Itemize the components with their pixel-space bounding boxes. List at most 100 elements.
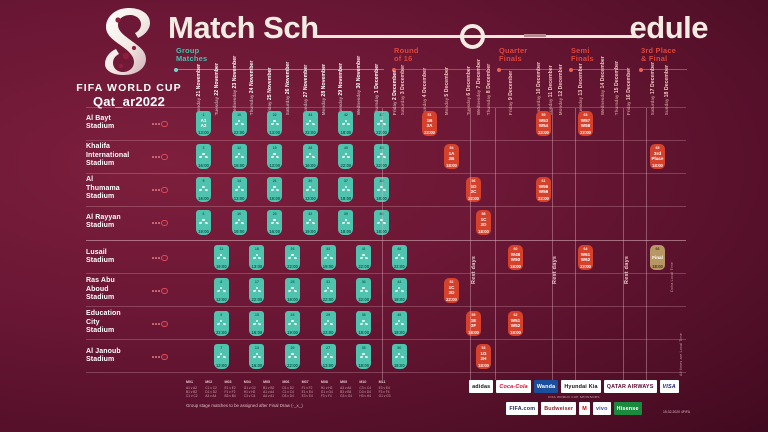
match-card-44[interactable]: 44 18:00 xyxy=(391,278,407,303)
match-card-48[interactable]: 48 22:00 xyxy=(391,245,407,270)
stadium-label-4[interactable]: Al Rayyan Stadium xyxy=(86,214,148,231)
match-card-30[interactable]: 30 13:00 xyxy=(302,177,318,202)
match-card-46[interactable]: 46 18:00 xyxy=(374,210,389,235)
match-kickoff-time: 22:00 xyxy=(233,129,245,135)
match-card-37[interactable]: 37 18:00 xyxy=(338,177,354,202)
match-card-19[interactable]: 19 13:00 xyxy=(267,144,283,169)
team-placeholder-icon xyxy=(359,353,368,359)
date-column-date: 25 November xyxy=(266,67,273,100)
match-card-13[interactable]: 13 16:00 xyxy=(249,344,265,369)
match-card-28[interactable]: 28 16:00 xyxy=(302,144,318,169)
match-card-32[interactable]: 32 19:00 xyxy=(302,210,318,235)
match-card-60[interactable]: 60 W49 W50 18:00 xyxy=(508,245,523,270)
match-card-59[interactable]: 59 W53 W54 22:00 xyxy=(536,111,551,136)
match-number: 47 xyxy=(379,112,384,117)
match-card-47[interactable]: 47 22:00 xyxy=(374,111,389,136)
match-card-1[interactable]: 1 A1 A2 13:00 xyxy=(196,111,211,136)
sponsor-logo-fifa-com: FIFA.com xyxy=(506,402,539,415)
stadium-label-2[interactable]: Khalifa International Stadium xyxy=(86,143,148,168)
match-kickoff-time: 18:00 xyxy=(652,162,663,168)
match-kickoff-time: 19:00 xyxy=(233,228,245,234)
stadium-name-line: Khalifa xyxy=(86,143,111,151)
match-card-64[interactable]: 64 W61 W62 22:00 xyxy=(578,245,593,270)
match-card-16[interactable]: 16 19:00 xyxy=(231,210,247,235)
match-teams xyxy=(232,117,247,130)
stadium-name-line: Al Bayt xyxy=(86,114,111,122)
match-card-23[interactable]: 23 16:00 xyxy=(267,210,283,235)
match-number: 64 xyxy=(583,246,588,251)
team-placeholder-icon xyxy=(288,320,297,326)
stadium-label-3[interactable]: Al Thumama Stadium xyxy=(86,176,148,201)
date-column-22: Monday 12 December xyxy=(558,64,570,115)
match-card-42[interactable]: 42 18:00 xyxy=(338,111,354,136)
match-card-40[interactable]: 40 22:00 xyxy=(338,144,354,169)
match-card-18[interactable]: 18 13:00 xyxy=(249,245,265,270)
match-number: 26 xyxy=(290,246,295,251)
match-card-24[interactable]: 24 19:00 xyxy=(285,311,300,336)
match-card-7[interactable]: 7 13:00 xyxy=(213,344,229,369)
match-card-58[interactable]: 58 1C 2D 18:00 xyxy=(476,210,491,235)
stadium-label-6[interactable]: Ras Abu Aboud Stadium xyxy=(86,277,148,302)
match-card-9[interactable]: 9 22:00 xyxy=(213,311,229,336)
match-card-26[interactable]: 26 22:00 xyxy=(285,245,300,270)
match-card-41[interactable]: 41 22:00 xyxy=(356,245,372,270)
team-placeholder-icon xyxy=(217,254,226,260)
date-column-date: 26 November xyxy=(284,61,291,95)
match-card-63[interactable]: 63 W57 W58 22:00 xyxy=(578,111,593,136)
match-card-33[interactable]: 33 19:00 xyxy=(320,245,336,270)
match-card-55[interactable]: 55 1E 2F 18:00 xyxy=(466,311,481,336)
match-card-45[interactable]: 45 22:00 xyxy=(374,144,389,169)
team-placeholder-icon xyxy=(217,320,226,326)
match-card-53[interactable]: 53 1G 2H 18:00 xyxy=(476,344,491,369)
match-card-22[interactable]: 22 13:00 xyxy=(267,111,283,136)
date-column-date: 7 December xyxy=(475,58,482,89)
match-card-27[interactable]: 27 13:00 xyxy=(320,344,336,369)
stadium-label-1[interactable]: Al Bayt Stadium xyxy=(86,115,148,132)
match-card-17[interactable]: 17 22:00 xyxy=(249,278,265,303)
match-kickoff-time: 22:00 xyxy=(393,263,405,269)
match-card-52[interactable]: 52 1C 2D 22:00 xyxy=(444,278,459,303)
stadium-name-line: City xyxy=(86,318,100,326)
match-card-8[interactable]: 8 13:00 xyxy=(213,278,229,303)
legend-column-M08: M08 H1 v H2 G1 v G4 F3 v F4 xyxy=(321,380,338,398)
match-card-31[interactable]: 31 22:00 xyxy=(320,278,336,303)
match-card-66[interactable]: 66 Final 18:00 xyxy=(650,245,665,270)
match-card-3[interactable]: 3 16:00 xyxy=(196,144,211,169)
match-teams xyxy=(303,183,318,196)
match-card-29[interactable]: 29 22:00 xyxy=(320,311,336,336)
match-card-20[interactable]: 20 22:00 xyxy=(285,344,300,369)
schedule-grid: Al Bayt Stadium Khalifa International Stadiu… xyxy=(86,107,686,380)
match-number: 62 xyxy=(513,312,518,317)
match-card-39[interactable]: 39 18:00 xyxy=(338,210,354,235)
match-card-6[interactable]: 6 19:00 xyxy=(196,210,211,235)
match-card-12[interactable]: 12 16:00 xyxy=(231,144,247,169)
match-card-36[interactable]: 36 22:00 xyxy=(356,278,372,303)
match-card-11[interactable]: 11 19:00 xyxy=(213,245,229,270)
match-card-51[interactable]: 51 1B 2A 22:00 xyxy=(422,111,437,136)
match-card-5[interactable]: 5 16:00 xyxy=(196,177,211,202)
stadium-label-5[interactable]: Lusail Stadium xyxy=(86,249,148,266)
match-card-65[interactable]: 65 3rd Place 18:00 xyxy=(650,144,665,169)
match-card-61[interactable]: 61 W55 W56 22:00 xyxy=(536,177,551,202)
team-placeholder-icon xyxy=(395,320,404,326)
match-teams xyxy=(196,216,211,229)
stadium-label-7[interactable]: Education City Stadium xyxy=(86,310,148,335)
match-card-35[interactable]: 35 18:00 xyxy=(356,344,372,369)
match-card-49[interactable]: 49 18:00 xyxy=(391,311,407,336)
team-placeholder-icon xyxy=(199,219,208,225)
match-card-43[interactable]: 43 18:00 xyxy=(374,177,389,202)
match-card-38[interactable]: 38 18:00 xyxy=(356,311,372,336)
match-card-50[interactable]: 50 18:00 xyxy=(391,344,407,369)
match-kickoff-time: 22:00 xyxy=(424,129,435,135)
stadium-label-8[interactable]: Al Janoub Stadium xyxy=(86,348,148,365)
match-card-34[interactable]: 34 22:00 xyxy=(302,111,318,136)
match-number: 21 xyxy=(272,178,277,183)
match-card-56[interactable]: 56 1D 2C 22:00 xyxy=(466,177,481,202)
match-card-15[interactable]: 15 16:00 xyxy=(249,311,265,336)
match-card-62[interactable]: 62 W51 W52 18:00 xyxy=(508,311,523,336)
match-card-10[interactable]: 10 22:00 xyxy=(231,111,247,136)
match-card-54[interactable]: 54 1A 2B 18:00 xyxy=(444,144,459,169)
match-card-14[interactable]: 14 13:00 xyxy=(231,177,247,202)
match-card-21[interactable]: 21 19:00 xyxy=(267,177,283,202)
match-card-25[interactable]: 25 19:00 xyxy=(285,278,300,303)
